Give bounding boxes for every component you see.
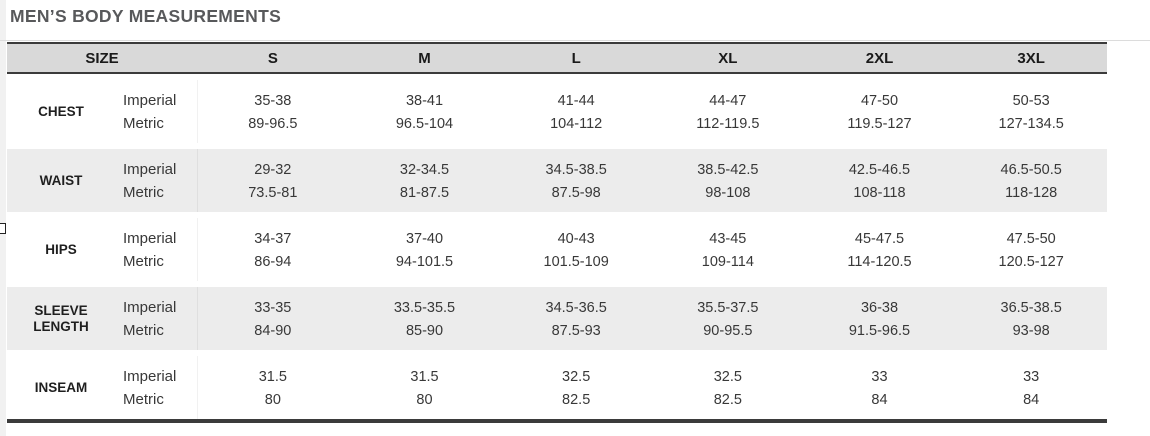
page-title: MEN’S BODY MEASUREMENTS bbox=[10, 6, 282, 26]
cell-value: 87.5-93 bbox=[551, 322, 601, 339]
cell-value: 119.5-127 bbox=[847, 115, 912, 132]
cell-value: 35-38 bbox=[254, 92, 292, 109]
table-row-inseam: INSEAM Imperial Metric 31.5 31.5 32.5 32… bbox=[7, 356, 1107, 419]
cell-value: 33-35 bbox=[254, 299, 292, 316]
cell-value: 82.5 bbox=[562, 391, 591, 408]
cell-value: 108-118 bbox=[853, 184, 906, 201]
column-header-2xl: 2XL bbox=[865, 49, 894, 67]
cell-value: 50-53 bbox=[1012, 92, 1050, 109]
cell-value: 37-40 bbox=[405, 230, 444, 247]
table-bottom-border bbox=[7, 419, 1107, 423]
cell-value: 34.5-36.5 bbox=[545, 299, 607, 316]
unit-label-imperial: Imperial bbox=[123, 299, 177, 316]
table-row-hips: HIPS Imperial Metric 34-37 37-40 40-43 4… bbox=[7, 218, 1107, 281]
cell-value: 45-47.5 bbox=[854, 230, 905, 247]
cell-value: 40-43 bbox=[557, 230, 595, 247]
row-label: SLEEVE LENGTH bbox=[33, 302, 89, 334]
cell-value: 34-37 bbox=[254, 230, 292, 247]
cell-value: 31.5 bbox=[410, 368, 439, 385]
cell-value: 98-108 bbox=[705, 184, 751, 201]
cell-value: 86-94 bbox=[254, 253, 292, 270]
cell-value: 96.5-104 bbox=[395, 115, 454, 132]
column-header-size: SIZE bbox=[85, 49, 119, 67]
column-header-m: M bbox=[418, 49, 431, 67]
cell-value: 29-32 bbox=[254, 161, 292, 178]
cell-value: 80 bbox=[416, 391, 433, 408]
table-header-row: SIZE S M L XL 2XL 3XL bbox=[7, 42, 1107, 74]
cell-value: 32-34.5 bbox=[399, 161, 450, 178]
unit-label-metric: Metric bbox=[123, 322, 164, 339]
table-row-chest: CHEST Imperial Metric 35-38 38-41 41-44 … bbox=[7, 80, 1107, 143]
cell-value: 35.5-37.5 bbox=[697, 299, 759, 316]
cell-value: 36-38 bbox=[860, 299, 899, 316]
cell-value: 82.5 bbox=[713, 391, 742, 408]
cell-value: 118-128 bbox=[1005, 184, 1058, 201]
cell-value: 47-50 bbox=[860, 92, 899, 109]
unit-label-imperial: Imperial bbox=[123, 92, 177, 109]
cell-value: 81-87.5 bbox=[399, 184, 450, 201]
cell-value: 101.5-109 bbox=[543, 253, 609, 270]
cell-value: 33.5-35.5 bbox=[393, 299, 456, 316]
cell-value: 32.5 bbox=[562, 368, 591, 385]
cell-value: 84 bbox=[871, 391, 888, 408]
cell-value: 90-95.5 bbox=[703, 322, 753, 339]
cell-value: 32.5 bbox=[713, 368, 742, 385]
unit-label-metric: Metric bbox=[123, 391, 164, 408]
cell-value: 84-90 bbox=[254, 322, 292, 339]
row-label: HIPS bbox=[45, 241, 77, 257]
column-header-3xl: 3XL bbox=[1017, 49, 1045, 67]
cell-value: 42.5-46.5 bbox=[848, 161, 911, 178]
cell-value: 112-119.5 bbox=[696, 115, 760, 132]
unit-label-imperial: Imperial bbox=[123, 161, 177, 178]
column-header-l: L bbox=[571, 49, 581, 67]
cell-value: 31.5 bbox=[258, 368, 287, 385]
row-label: CHEST bbox=[38, 103, 84, 119]
cell-value: 44-47 bbox=[709, 92, 747, 109]
cell-value: 93-98 bbox=[1012, 322, 1050, 339]
cell-value: 38.5-42.5 bbox=[697, 161, 759, 178]
cell-value: 33 bbox=[871, 368, 888, 385]
page-left-edge-strip bbox=[0, 0, 6, 436]
cell-value: 80 bbox=[264, 391, 281, 408]
row-label: WAIST bbox=[39, 172, 83, 188]
column-header-xl: XL bbox=[718, 49, 738, 67]
table-row-waist: WAIST Imperial Metric 29-32 32-34.5 34.5… bbox=[7, 149, 1107, 212]
cell-value: 41-44 bbox=[557, 92, 595, 109]
cell-value: 94-101.5 bbox=[395, 253, 454, 270]
cell-value: 104-112 bbox=[550, 115, 603, 132]
cell-value: 73.5-81 bbox=[248, 184, 298, 201]
cell-value: 85-90 bbox=[405, 322, 444, 339]
cell-value: 38-41 bbox=[405, 92, 444, 109]
unit-label-imperial: Imperial bbox=[123, 230, 177, 247]
title-divider-rule bbox=[0, 40, 1150, 41]
cell-value: 127-134.5 bbox=[998, 115, 1064, 132]
cell-value: 109-114 bbox=[701, 253, 754, 270]
cell-value: 84 bbox=[1023, 391, 1040, 408]
cell-value: 34.5-38.5 bbox=[545, 161, 607, 178]
unit-label-metric: Metric bbox=[123, 184, 164, 201]
cell-value: 120.5-127 bbox=[998, 253, 1064, 270]
mens-body-measurements-table: SIZE S M L XL 2XL 3XL CHEST Imperial Met… bbox=[7, 42, 1107, 423]
cell-value: 43-45 bbox=[709, 230, 747, 247]
table-row-sleeve-length: SLEEVE LENGTH Imperial Metric 33-35 33.5… bbox=[7, 287, 1107, 350]
column-header-s: S bbox=[267, 49, 278, 67]
cell-value: 87.5-98 bbox=[551, 184, 601, 201]
unit-label-metric: Metric bbox=[123, 253, 164, 270]
cell-value: 114-120.5 bbox=[847, 253, 912, 270]
stray-checkbox bbox=[0, 223, 6, 234]
row-label: INSEAM bbox=[34, 379, 88, 395]
cell-value: 36.5-38.5 bbox=[1000, 299, 1062, 316]
unit-label-metric: Metric bbox=[123, 115, 164, 132]
cell-value: 89-96.5 bbox=[248, 115, 298, 132]
unit-label-imperial: Imperial bbox=[123, 368, 177, 385]
cell-value: 47.5-50 bbox=[1006, 230, 1056, 247]
cell-value: 33 bbox=[1023, 368, 1040, 385]
cell-value: 91.5-96.5 bbox=[848, 322, 911, 339]
cell-value: 46.5-50.5 bbox=[1000, 161, 1062, 178]
